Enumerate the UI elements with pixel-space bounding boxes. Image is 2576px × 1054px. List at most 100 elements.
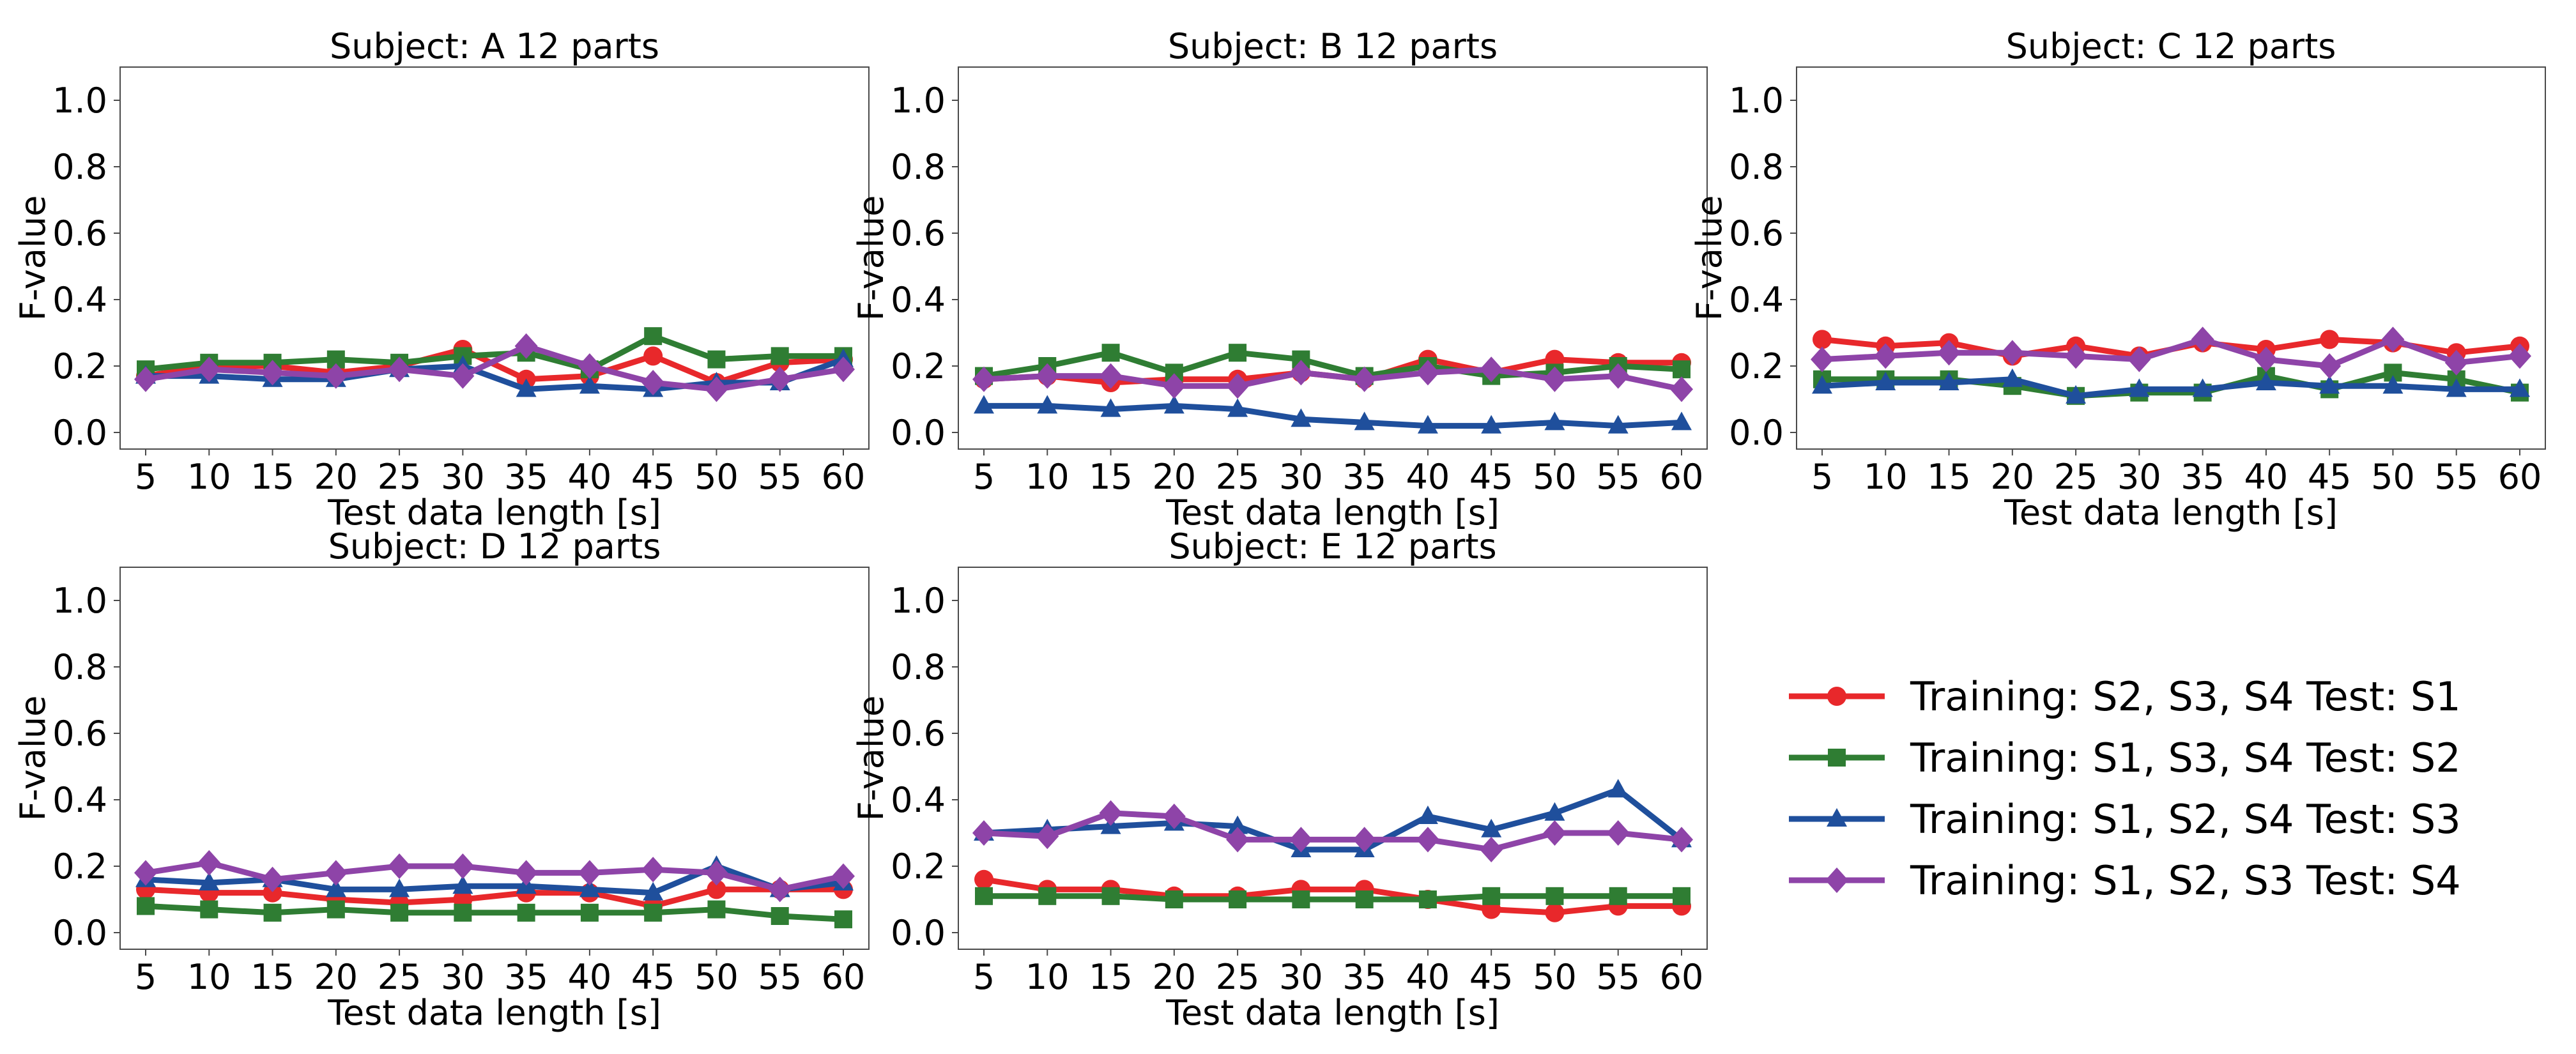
x-tick-label: 10 (187, 957, 231, 997)
data-point (1355, 890, 1374, 908)
data-point (326, 900, 345, 919)
x-tick-label: 15 (1089, 457, 1133, 497)
x-tick-label: 25 (378, 457, 422, 497)
data-point (832, 863, 855, 889)
x-tick-label: 15 (250, 957, 295, 997)
x-tick-label: 15 (1089, 957, 1133, 997)
x-tick-label: 10 (1864, 457, 1908, 497)
series-line (984, 893, 1682, 903)
x-tick-label: 60 (2498, 457, 2542, 497)
y-tick-label: 0.4 (891, 780, 946, 820)
data-point (1162, 373, 1186, 399)
x-tick-label: 45 (631, 957, 675, 997)
legend-item: Training: S1, S3, S4 Test: S2 (1789, 735, 2461, 781)
data-point (770, 907, 789, 925)
legend-marker (1827, 808, 1847, 827)
series-3 (974, 779, 1692, 857)
x-tick-label: 10 (1025, 957, 1070, 997)
data-point (324, 860, 348, 886)
data-point (2319, 375, 2340, 394)
x-tick-label: 15 (250, 457, 295, 497)
data-point (707, 350, 726, 369)
data-point (972, 820, 995, 846)
data-point (1481, 818, 1502, 837)
y-tick-label: 0.4 (52, 280, 107, 320)
y-axis-label: F-value (1689, 195, 1729, 321)
x-tick-label: 60 (1660, 957, 1704, 997)
data-point (1607, 779, 1629, 798)
series-4 (972, 800, 1693, 862)
data-point (1606, 363, 1630, 389)
data-point (832, 356, 855, 383)
y-tick-label: 0.8 (52, 147, 107, 187)
x-tick-label: 35 (2181, 457, 2225, 497)
data-point (452, 875, 473, 894)
data-point (1353, 366, 1376, 392)
x-tick-label: 10 (187, 457, 231, 497)
data-point (1354, 411, 1375, 431)
x-tick-label: 5 (973, 457, 995, 497)
y-tick-label: 0.2 (891, 346, 946, 386)
data-point (1937, 340, 1961, 366)
data-point (770, 347, 789, 365)
x-tick-label: 30 (441, 957, 485, 997)
data-point (1417, 415, 1438, 434)
y-tick-label: 0.0 (891, 913, 946, 953)
x-axis-label: Test data length [s] (1165, 993, 1499, 1033)
x-tick-label: 30 (2117, 457, 2161, 497)
x-tick-label: 60 (822, 957, 866, 997)
data-point (199, 872, 220, 890)
data-point (1162, 804, 1186, 829)
data-point (1416, 360, 1439, 386)
y-tick-label: 0.6 (891, 213, 946, 254)
y-tick-label: 0.6 (891, 714, 946, 754)
data-point (2382, 375, 2404, 394)
x-tick-label: 20 (1152, 957, 1196, 997)
x-tick-label: 40 (568, 957, 612, 997)
y-tick-label: 0.8 (1729, 147, 1784, 187)
series-line (983, 786, 1683, 853)
data-point (1938, 372, 1959, 390)
plot-frame (958, 66, 1708, 450)
data-point (1036, 363, 1059, 389)
y-tick-label: 0.4 (52, 780, 107, 820)
series-line (145, 903, 844, 922)
x-tick-label: 45 (2308, 457, 2352, 497)
data-point (1100, 398, 1121, 417)
data-point (1606, 820, 1630, 846)
data-point (578, 860, 601, 886)
subplot-4: Subject: D 12 parts 0.0 0.2 0.4 0.6 0.8 1.0 5 10… (13, 526, 870, 1033)
data-point (1036, 823, 1059, 850)
series-line (145, 860, 844, 892)
x-tick-label: 20 (314, 957, 358, 997)
x-tick-label: 5 (135, 957, 157, 997)
legend-marker (1828, 749, 1846, 767)
x-tick-label: 55 (1596, 457, 1640, 497)
x-axis-label: Test data length [s] (327, 993, 661, 1033)
data-point (1875, 372, 1896, 390)
data-point (514, 860, 538, 886)
x-tick-label: 45 (1469, 457, 1514, 497)
data-point (137, 897, 155, 915)
data-point (1101, 887, 1120, 905)
y-tick-label: 0.4 (891, 280, 946, 320)
y-tick-label: 0.6 (1729, 213, 1784, 254)
x-tick-label: 40 (568, 457, 612, 497)
y-axis-label: F-value (13, 696, 53, 821)
data-point (2318, 353, 2342, 379)
data-point (972, 366, 995, 392)
data-point (1226, 827, 1250, 853)
plot-frame (1796, 66, 2546, 450)
data-point (388, 853, 411, 879)
y-axis-label: F-value (851, 195, 891, 321)
subplot-title: Subject: A 12 parts (330, 26, 659, 66)
data-point (1670, 376, 1693, 402)
data-point (1227, 815, 1248, 834)
data-point (2191, 326, 2214, 353)
x-tick-label: 25 (378, 957, 422, 997)
data-point (1353, 827, 1376, 853)
legend-item: Training: S2, S3, S4 Test: S1 (1789, 673, 2461, 720)
series-line (145, 333, 843, 372)
legend-label: Training: S1, S2, S3 Test: S4 (1910, 857, 2461, 904)
